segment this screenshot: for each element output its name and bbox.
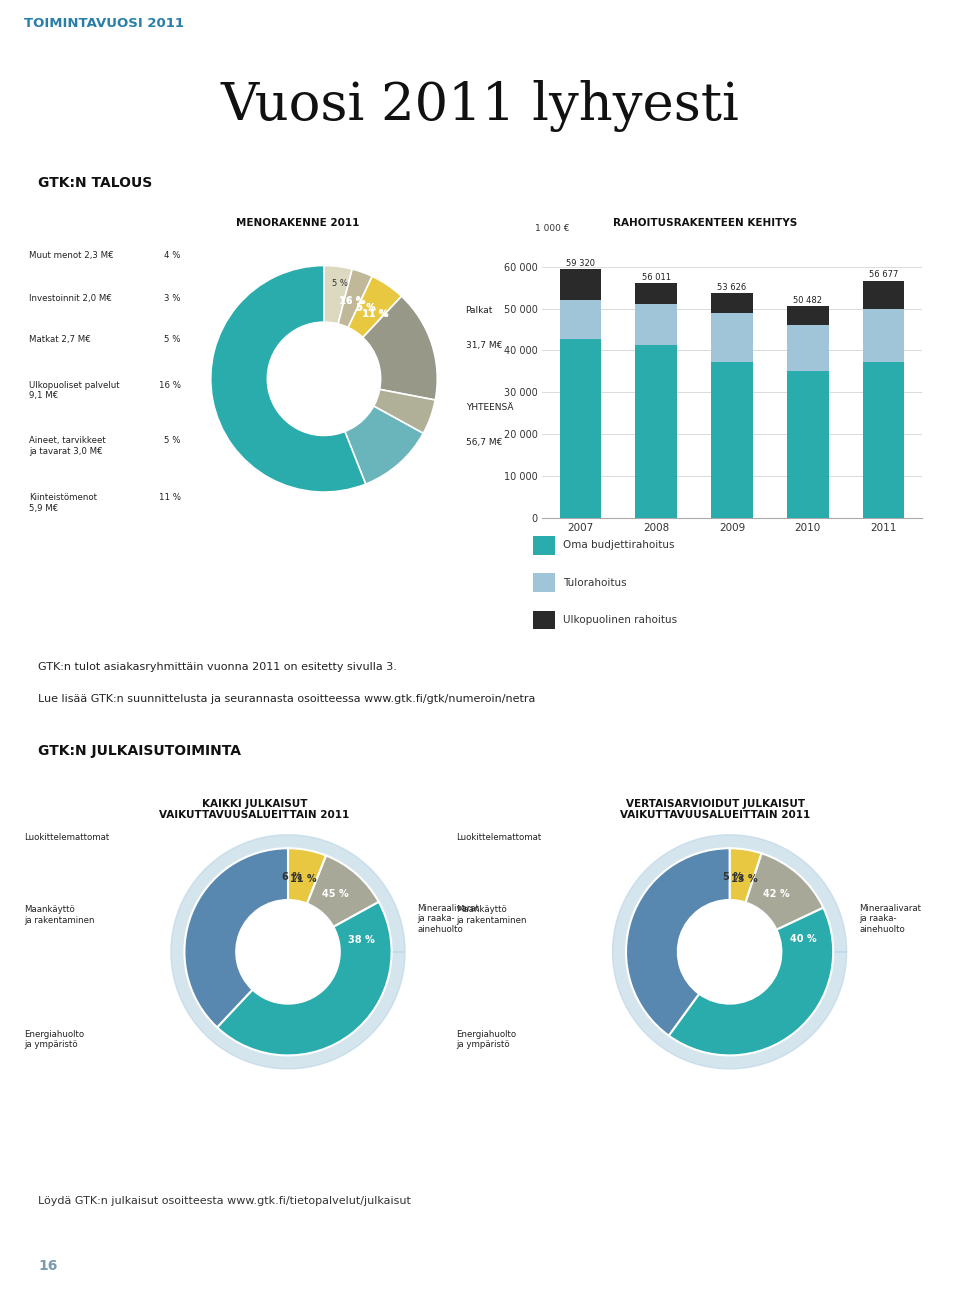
Text: 56 677: 56 677 <box>869 271 899 280</box>
Text: YHTEENSÄ: YHTEENSÄ <box>466 403 513 412</box>
Bar <box>711 294 753 312</box>
Text: 5 %: 5 % <box>332 280 348 289</box>
Text: 5 %: 5 % <box>164 335 180 344</box>
Wedge shape <box>746 853 824 930</box>
Bar <box>863 361 904 518</box>
Text: 42 %: 42 % <box>763 888 790 899</box>
Polygon shape <box>171 835 405 1068</box>
Bar <box>560 300 601 339</box>
Text: Muut menot 2,3 M€: Muut menot 2,3 M€ <box>29 251 113 260</box>
Text: 31,7 M€: 31,7 M€ <box>466 341 502 350</box>
Bar <box>863 281 904 308</box>
Bar <box>863 308 904 361</box>
Text: 16 %: 16 % <box>339 297 366 306</box>
Text: 16 %: 16 % <box>158 381 180 390</box>
Text: MENORAKENNE 2011: MENORAKENNE 2011 <box>236 218 359 228</box>
Wedge shape <box>373 390 435 434</box>
Text: 59 320: 59 320 <box>566 259 595 268</box>
Wedge shape <box>217 901 392 1055</box>
Text: 11 %: 11 % <box>290 874 316 883</box>
Text: 5 %: 5 % <box>723 873 743 882</box>
Text: Ulkopuolinen rahoitus: Ulkopuolinen rahoitus <box>563 615 677 625</box>
Text: 45 %: 45 % <box>323 890 348 899</box>
Polygon shape <box>612 835 847 1068</box>
Text: 11 %: 11 % <box>362 310 389 319</box>
Text: GTK:n tulot asiakasryhmittäin vuonna 2011 on esitetty sivulla 3.: GTK:n tulot asiakasryhmittäin vuonna 201… <box>38 663 397 672</box>
Text: 5 %: 5 % <box>164 436 180 445</box>
Bar <box>560 339 601 518</box>
Text: Energiahuolto
ja ympäristö: Energiahuolto ja ympäristö <box>456 1030 516 1049</box>
Bar <box>560 269 601 300</box>
Text: 13 %: 13 % <box>732 874 757 883</box>
Wedge shape <box>348 276 401 338</box>
Text: Oma budjettirahoitus: Oma budjettirahoitus <box>563 540 675 550</box>
Wedge shape <box>307 856 379 927</box>
Text: KAIKKI JULKAISUT
VAIKUTTAVUUSALUEITTAIN 2011: KAIKKI JULKAISUT VAIKUTTAVUUSALUEITTAIN … <box>159 799 349 820</box>
Text: 6 %: 6 % <box>282 873 301 882</box>
Wedge shape <box>288 848 326 904</box>
Text: 11 %: 11 % <box>158 493 180 502</box>
Bar <box>636 304 677 346</box>
Wedge shape <box>211 265 366 492</box>
Wedge shape <box>669 908 833 1055</box>
Text: Luokittelemattomat: Luokittelemattomat <box>456 833 541 842</box>
Text: Investoinnit 2,0 M€: Investoinnit 2,0 M€ <box>29 294 111 303</box>
Text: 16 %: 16 % <box>340 297 365 306</box>
Wedge shape <box>184 848 288 1027</box>
Text: Matkat 2,7 M€: Matkat 2,7 M€ <box>29 335 90 344</box>
Text: RAHOITUSRAKENTEEN KEHITYS: RAHOITUSRAKENTEEN KEHITYS <box>613 218 798 228</box>
Text: Mineraalivarat
ja raaka-
ainehuolto: Mineraalivarat ja raaka- ainehuolto <box>418 904 480 934</box>
Wedge shape <box>363 297 437 400</box>
Text: Maankäyttö
ja rakentaminen: Maankäyttö ja rakentaminen <box>456 905 526 925</box>
Text: 3 %: 3 % <box>164 294 180 303</box>
Text: TOIMINTAVUOSI 2011: TOIMINTAVUOSI 2011 <box>24 17 184 30</box>
Text: 16: 16 <box>38 1259 58 1273</box>
Text: GTK:N TALOUS: GTK:N TALOUS <box>38 176 153 189</box>
Text: 53 626: 53 626 <box>717 284 747 293</box>
Text: 38 %: 38 % <box>348 935 375 945</box>
Text: Energiahuolto
ja ympäristö: Energiahuolto ja ympäristö <box>24 1030 84 1049</box>
Bar <box>711 363 753 518</box>
Bar <box>636 284 677 304</box>
Bar <box>533 611 555 629</box>
Text: Kiinteistömenot
5,9 M€: Kiinteistömenot 5,9 M€ <box>29 493 97 513</box>
Wedge shape <box>338 269 372 328</box>
Text: Löydä GTK:n julkaisut osoitteesta www.gtk.fi/tietopalvelut/julkaisut: Löydä GTK:n julkaisut osoitteesta www.gt… <box>38 1197 411 1206</box>
Text: Mineraalivarat
ja raaka-
ainehuolto: Mineraalivarat ja raaka- ainehuolto <box>859 904 922 934</box>
Bar <box>787 307 828 325</box>
Text: Lue lisää GTK:n suunnittelusta ja seurannasta osoitteessa www.gtk.fi/gtk/numeroi: Lue lisää GTK:n suunnittelusta ja seuran… <box>38 694 536 703</box>
Wedge shape <box>345 407 423 484</box>
Text: 4 %: 4 % <box>164 251 180 260</box>
Wedge shape <box>730 848 761 903</box>
Text: Tulorahoitus: Tulorahoitus <box>563 578 627 588</box>
Text: 5 %: 5 % <box>356 303 376 312</box>
Text: 5 %: 5 % <box>357 303 375 312</box>
Bar <box>787 325 828 370</box>
Text: Palkat: Palkat <box>466 306 493 315</box>
Wedge shape <box>324 265 352 324</box>
Bar <box>533 536 555 554</box>
Text: Luokittelemattomat: Luokittelemattomat <box>24 833 109 842</box>
Bar <box>787 370 828 518</box>
Text: Vuosi 2011 lyhyesti: Vuosi 2011 lyhyesti <box>221 80 739 132</box>
Text: Ulkopuoliset palvelut
9,1 M€: Ulkopuoliset palvelut 9,1 M€ <box>29 381 119 400</box>
Bar <box>636 346 677 518</box>
Text: 56,7 M€: 56,7 M€ <box>466 438 502 447</box>
Text: Aineet, tarvikkeet
ja tavarat 3,0 M€: Aineet, tarvikkeet ja tavarat 3,0 M€ <box>29 436 106 456</box>
Bar <box>711 312 753 363</box>
Text: 1 000 €: 1 000 € <box>535 224 569 233</box>
Text: Maankäyttö
ja rakentaminen: Maankäyttö ja rakentaminen <box>24 905 94 925</box>
Bar <box>533 574 555 592</box>
Text: 50 482: 50 482 <box>793 297 823 306</box>
Text: VERTAISARVIOIDUT JULKAISUT
VAIKUTTAVUUSALUEITTAIN 2011: VERTAISARVIOIDUT JULKAISUT VAIKUTTAVUUSA… <box>620 799 810 820</box>
Text: 11 %: 11 % <box>363 310 388 319</box>
Text: 56 011: 56 011 <box>641 273 671 282</box>
Text: 40 %: 40 % <box>790 934 816 944</box>
Text: GTK:N JULKAISUTOIMINTA: GTK:N JULKAISUTOIMINTA <box>38 745 241 758</box>
Wedge shape <box>626 848 730 1036</box>
